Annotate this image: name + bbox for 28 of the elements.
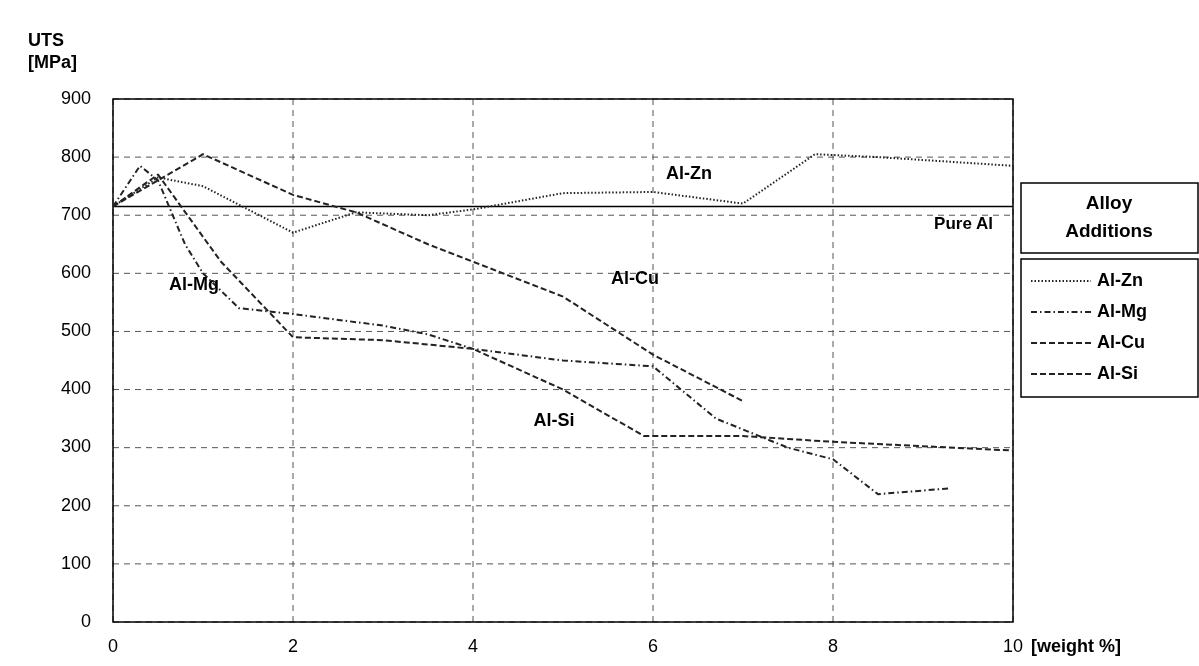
annotation: Al-Cu xyxy=(611,267,659,288)
x-tick-label: 4 xyxy=(467,636,479,656)
y-tick-label: 600 xyxy=(60,262,91,283)
legend-label: Al-Zn xyxy=(1097,269,1143,290)
x-tick-label: 8 xyxy=(827,636,839,656)
y-axis-title: UTS [MPa] xyxy=(28,30,77,72)
legend-title: Alloy Additions xyxy=(1065,192,1153,241)
y-tick-label: 400 xyxy=(60,378,91,399)
y-tick-label: 300 xyxy=(60,436,91,457)
y-tick-label: 900 xyxy=(60,87,91,108)
legend-label: Al-Si xyxy=(1097,362,1139,383)
y-tick-label: 500 xyxy=(60,320,91,341)
annotation: Al-Zn xyxy=(666,163,712,184)
annotation: Al-Mg xyxy=(169,273,219,294)
x-tick-label: 2 xyxy=(287,636,299,656)
y-tick-label: 800 xyxy=(60,145,91,166)
y-tick-label: 700 xyxy=(60,203,91,224)
x-axis-title: [weight %] xyxy=(1031,636,1121,656)
x-tick-label: 6 xyxy=(647,636,659,656)
legend-label: Al-Cu xyxy=(1097,331,1145,352)
y-tick-label: 0 xyxy=(80,610,91,631)
x-tick-label: 10 xyxy=(1002,636,1024,656)
y-tick-label: 100 xyxy=(60,552,91,573)
y-tick-label: 200 xyxy=(60,494,91,515)
annotation: Al-Si xyxy=(533,410,575,431)
x-tick-label: 0 xyxy=(107,636,119,656)
legend-label: Al-Mg xyxy=(1097,300,1147,321)
ref-line-label: Pure Al xyxy=(934,213,993,233)
